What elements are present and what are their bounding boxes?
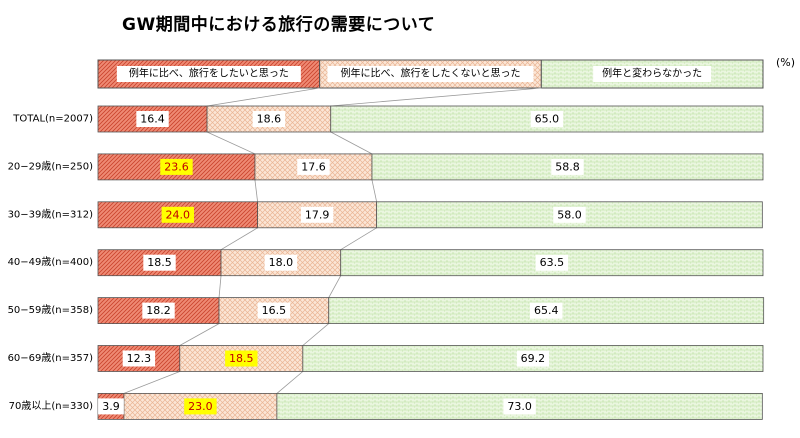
value-label-7-3: 73.0 [507, 400, 532, 413]
row-connector-b-1 [330, 131, 373, 155]
row-connector-b-2 [371, 179, 378, 202]
value-label-bg-7-2 [184, 398, 217, 415]
value-label-bg-5-2 [257, 302, 291, 319]
value-label-bg-1-3 [530, 111, 564, 127]
row-connector-b-4 [328, 275, 342, 298]
bar-3-series-1 [97, 201, 259, 229]
legend-label-2: 例年に比べ、旅行をしたくないと思った [341, 67, 521, 80]
row-connector-a-2 [254, 179, 258, 202]
value-label-5-1: 18.2 [146, 304, 171, 317]
value-label-bg-6-2 [225, 350, 258, 367]
value-label-4-1: 18.5 [147, 256, 172, 269]
legend-label-bg-2 [327, 66, 534, 82]
value-label-6-1: 12.3 [127, 352, 152, 365]
value-label-bg-4-2 [264, 254, 298, 271]
row-connector-a-3 [220, 227, 258, 251]
value-label-5-2: 16.5 [262, 304, 287, 317]
category-label-1: TOTAL(n=2007) [12, 114, 93, 125]
value-label-bg-7-1 [98, 398, 124, 415]
value-label-bg-2-1 [160, 158, 193, 175]
value-label-bg-5-1 [142, 302, 175, 319]
row-connector-b-6 [276, 371, 304, 394]
row-connector-b-3 [340, 227, 377, 251]
row-connector-a-6 [123, 371, 180, 394]
legend-label-bg-3 [593, 66, 712, 82]
value-label-1-1: 16.4 [140, 113, 165, 126]
value-label-7-1: 3.9 [102, 400, 120, 413]
value-label-1-2: 18.6 [257, 113, 282, 126]
value-label-bg-1-1 [136, 111, 169, 127]
value-label-bg-4-3 [535, 254, 569, 271]
category-label-7: 70歳以上(n=330) [9, 400, 93, 412]
legend-label-1: 例年に比べ、旅行をしたいと思った [129, 67, 289, 80]
unit-label: (%) [776, 56, 796, 69]
value-label-bg-6-1 [122, 350, 156, 367]
value-label-bg-3-2 [300, 206, 334, 223]
row-connector-a-4 [218, 275, 222, 298]
value-label-5-3: 65.4 [534, 304, 559, 317]
value-label-bg-1-2 [252, 111, 286, 127]
value-label-2-1: 23.6 [164, 160, 189, 173]
value-label-bg-4-1 [143, 254, 176, 271]
legend-connector-1 [206, 87, 320, 107]
legend-connector-2 [330, 87, 542, 107]
value-label-6-3: 69.2 [521, 352, 546, 365]
value-label-bg-6-3 [516, 350, 550, 367]
value-label-bg-5-3 [530, 302, 563, 319]
category-label-2: 20−29歳(n=250) [8, 160, 94, 172]
value-label-bg-3-3 [553, 206, 586, 223]
value-label-2-3: 58.8 [555, 160, 580, 173]
legend-label-bg-1 [116, 66, 301, 82]
value-label-bg-2-3 [551, 158, 584, 175]
value-label-4-3: 63.5 [540, 256, 565, 269]
value-label-bg-3-1 [161, 206, 194, 223]
value-label-4-2: 18.0 [269, 256, 294, 269]
category-label-6: 60−69歳(n=357) [8, 352, 94, 364]
row-connector-a-1 [206, 131, 256, 155]
value-label-6-2: 18.5 [229, 352, 254, 365]
value-label-3-2: 17.9 [305, 208, 330, 221]
value-label-1-3: 65.0 [535, 113, 560, 126]
bar-4-series-3 [340, 249, 764, 277]
value-label-2-2: 17.6 [301, 160, 326, 173]
value-label-3-3: 58.0 [557, 208, 582, 221]
row-connector-b-5 [302, 323, 330, 346]
value-label-3-1: 24.0 [166, 208, 191, 221]
value-label-bg-7-3 [503, 398, 536, 415]
row-connector-a-5 [179, 323, 220, 346]
legend-label-3: 例年と変わらなかった [602, 67, 702, 80]
category-label-5: 50−59歳(n=358) [8, 304, 94, 316]
chart-title: GW期間中における旅行の需要について [122, 15, 436, 35]
value-label-7-2: 23.0 [188, 400, 213, 413]
value-label-bg-2-2 [297, 158, 330, 175]
category-label-3: 30−39歳(n=312) [8, 208, 94, 220]
category-label-4: 40−49歳(n=400) [8, 256, 94, 268]
